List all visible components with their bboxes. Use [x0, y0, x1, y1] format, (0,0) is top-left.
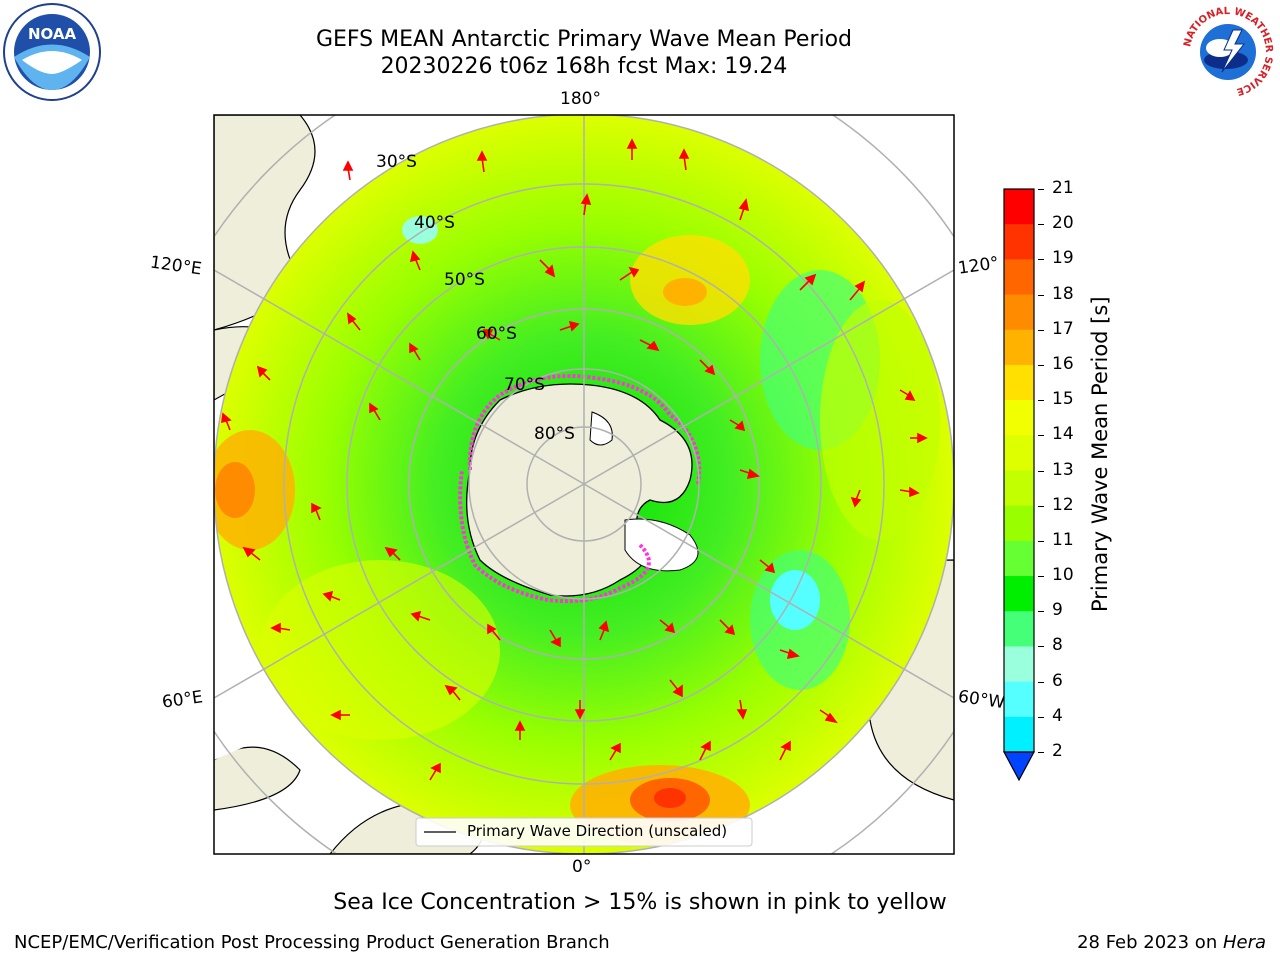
colorbar-tick-label: 6: [1052, 670, 1063, 691]
colorbar-frame: [1003, 188, 1035, 753]
colorbar-tick-label: 21: [1052, 178, 1074, 198]
lat-label-40: 40°S: [414, 213, 455, 233]
colorbar-tick-mark: [1038, 470, 1044, 472]
direction-legend-label: Primary Wave Direction (unscaled): [467, 822, 728, 840]
map-frame: [213, 114, 955, 855]
colorbar-title: Primary Wave Mean Period [s]: [1088, 296, 1112, 612]
colorbar: [1002, 188, 1036, 782]
colorbar-tick-label: 4: [1052, 705, 1063, 726]
chart-subtitle: 20230226 t06z 168h fcst Max: 19.24: [380, 54, 788, 79]
colorbar-tick-mark: [1038, 329, 1044, 331]
colorbar-band: [1004, 611, 1034, 647]
colorbar-tick-label: 14: [1052, 424, 1074, 445]
colorbar-tick-label: 9: [1052, 600, 1063, 621]
footer-date-text: 28 Feb 2023 on: [1077, 932, 1223, 953]
colorbar-tick-label: 19: [1052, 248, 1074, 269]
graticule: [214, 115, 954, 854]
colorbar-tick-mark: [1038, 435, 1044, 437]
sea-ice-note: Sea Ice Concentration > 15% is shown in …: [333, 890, 947, 915]
colorbar-tick-mark: [1038, 752, 1044, 753]
lat-label-80: 80°S: [534, 424, 575, 444]
colorbar-band: [1004, 364, 1034, 401]
colorbar-tick-label: 15: [1052, 389, 1074, 410]
colorbar-band: [1004, 435, 1034, 471]
colorbar-tick-mark: [1038, 294, 1044, 296]
colorbar-band: [1004, 294, 1034, 331]
colorbar-tick-mark: [1038, 224, 1044, 226]
wave-direction-arrows: [221, 138, 928, 781]
nws-logo: NATIONAL WEATHER SERVICE: [1182, 6, 1274, 98]
lat-label-30: 30°S: [376, 152, 417, 172]
svg-text:NOAA: NOAA: [28, 25, 77, 43]
colorbar-tick-mark: [1038, 681, 1044, 683]
footer-host: Hera: [1222, 932, 1266, 953]
noaa-logo: NOAA: [3, 3, 101, 101]
lat-label-60: 60°S: [476, 324, 517, 344]
colorbar-tick-label: 8: [1052, 635, 1063, 656]
colorbar-tick-mark: [1038, 611, 1044, 613]
colorbar-tick-label: 18: [1052, 283, 1074, 304]
colorbar-extend-arrow: [1002, 751, 1036, 782]
colorbar-band: [1004, 224, 1034, 260]
colorbar-tick-mark: [1038, 716, 1044, 718]
colorbar-tick-label: 13: [1052, 459, 1074, 480]
colorbar-band: [1004, 505, 1034, 542]
chart-title: GEFS MEAN Antarctic Primary Wave Mean Pe…: [315, 27, 853, 52]
colorbar-band: [1004, 329, 1034, 366]
colorbar-band: [1004, 646, 1034, 683]
colorbar-tick-mark: [1038, 540, 1044, 542]
colorbar-band: [1004, 716, 1034, 753]
lat-label-50: 50°S: [444, 270, 485, 290]
colorbar-band: [1004, 189, 1034, 225]
footer-date: 28 Feb 2023 on Hera: [1077, 932, 1266, 953]
colorbar-tick-mark: [1038, 189, 1044, 190]
colorbar-tick-mark: [1038, 400, 1044, 402]
colorbar-tick-label: 11: [1052, 529, 1074, 550]
colorbar-band: [1004, 540, 1034, 577]
lon-label-top: 180°: [560, 89, 601, 109]
colorbar-tick-mark: [1038, 259, 1044, 261]
direction-legend: [415, 817, 753, 847]
colorbar-tick-mark: [1038, 364, 1044, 366]
colorbar-band: [1004, 681, 1034, 718]
colorbar-band: [1004, 259, 1034, 296]
lat-label-70: 70°S: [504, 375, 545, 395]
colorbar-tick-label: 10: [1052, 565, 1074, 586]
colorbar-tick-label: 12: [1052, 494, 1074, 515]
colorbar-tick-label: 16: [1052, 353, 1074, 374]
colorbar-tick-mark: [1038, 505, 1044, 507]
colorbar-tick-label: 20: [1052, 213, 1074, 234]
footer-branch: NCEP/EMC/Verification Post Processing Pr…: [14, 932, 610, 953]
madagascar-land: [214, 746, 301, 811]
colorbar-band: [1004, 470, 1034, 507]
colorbar-tick-mark: [1038, 576, 1044, 578]
colorbar-band: [1004, 576, 1034, 612]
colorbar-band: [1004, 400, 1034, 436]
colorbar-tick-label: 17: [1052, 318, 1074, 339]
colorbar-tick-label: 2: [1052, 741, 1063, 761]
colorbar-tick-mark: [1038, 646, 1044, 648]
lon-label-bottom: 0°: [572, 857, 592, 877]
